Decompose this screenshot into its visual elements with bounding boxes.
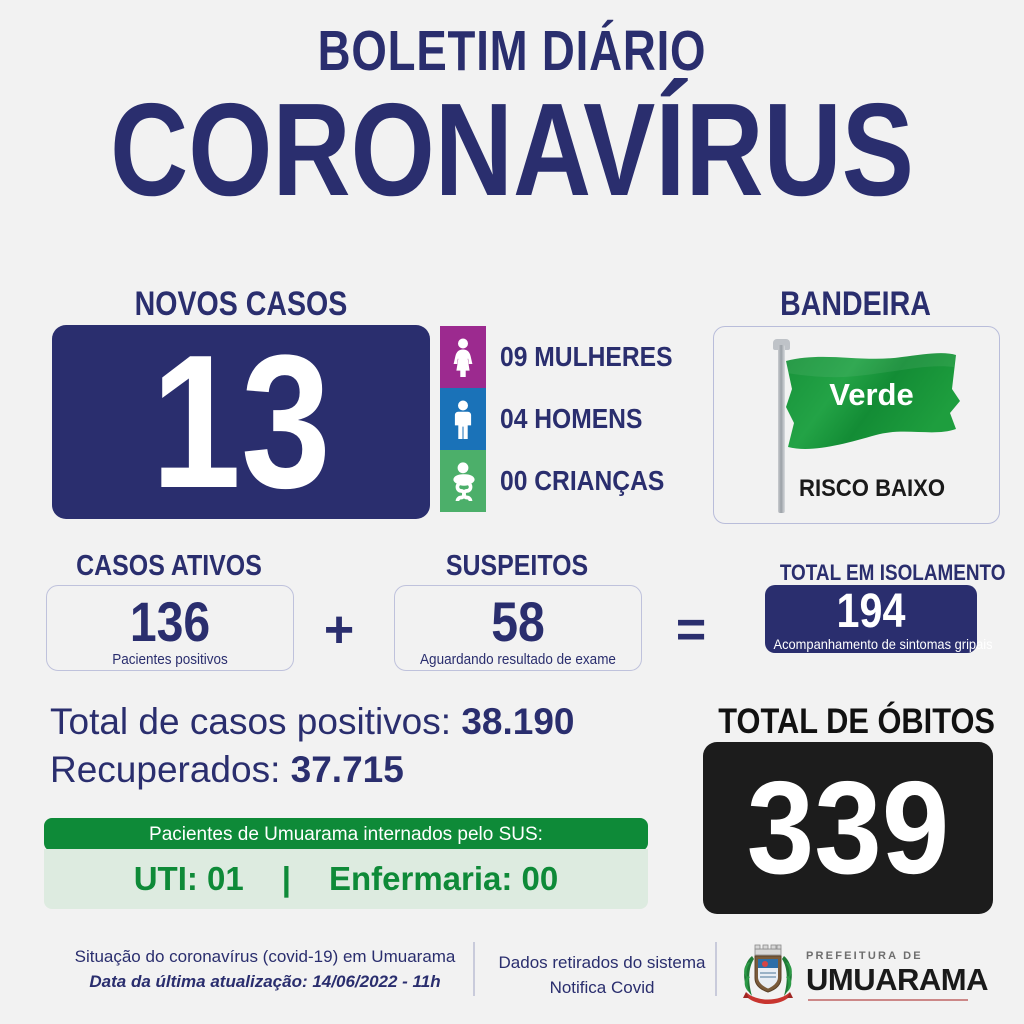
footer-source-line2: Notifica Covid (549, 978, 655, 997)
suspected-card: 58 Aguardando resultado de exame (394, 585, 642, 671)
recovered-label: Recuperados: (50, 749, 281, 790)
page-header: BOLETIM DIÁRIO CORONAVÍRUS (0, 19, 1024, 223)
header-subtitle: BOLETIM DIÁRIO (317, 19, 707, 83)
flag-risk-text: RISCO BAIXO (799, 475, 945, 502)
totals-block: Total de casos positivos: 38.190 Recuper… (50, 698, 575, 794)
breakdown-label-women: 09 MULHERES (500, 341, 673, 372)
recovered-line: Recuperados: 37.715 (50, 746, 575, 794)
footer-update-date: Data da última atualização: 14/06/2022 -… (89, 972, 441, 991)
sus-hospitalization-box: Pacientes de Umuarama internados pelo SU… (44, 818, 648, 909)
plus-operator: + (323, 601, 355, 659)
sus-header: Pacientes de Umuarama internados pelo SU… (44, 818, 648, 851)
equals-operator: = (675, 601, 707, 659)
flag-pole (778, 345, 785, 513)
stats-row: CASOS ATIVOS 136 Pacientes positivos + S… (0, 548, 1024, 678)
suspected-caption: Aguardando resultado de exame (420, 651, 616, 668)
new-cases-box: 13 (52, 325, 430, 519)
flag-pole-cap (773, 339, 790, 350)
recovered-value: 37.715 (290, 749, 404, 790)
breakdown-row-children: 00 CRIANÇAS (440, 450, 690, 512)
deaths-label: TOTAL DE ÓBITOS (718, 702, 995, 741)
deaths-box: 339 (703, 742, 993, 914)
active-cases-card: 136 Pacientes positivos (46, 585, 294, 671)
flag-box: Verde RISCO BAIXO (713, 326, 1000, 524)
icu-value: UTI: 01 (133, 860, 244, 897)
logo-city: UMUARAMA (806, 962, 988, 997)
sus-body: UTI: 01 | Enfermaria: 00 (44, 849, 648, 909)
green-flag-icon (784, 349, 964, 461)
female-icon (440, 326, 486, 388)
isolation-card: 194 Acompanhamento de sintomas gripais (765, 585, 993, 653)
coat-of-arms-icon (743, 944, 793, 1004)
isolation-caption: Acompanhamento de sintomas gripais (773, 636, 993, 652)
male-icon (440, 388, 486, 450)
page-title: CORONAVÍRUS (110, 76, 914, 223)
active-cases-caption: Pacientes positivos (112, 651, 228, 668)
logo-underline (808, 999, 968, 1001)
flag-label: BANDEIRA (780, 285, 931, 323)
new-cases-value: 13 (151, 316, 331, 528)
sus-separator: | (281, 860, 291, 897)
total-positive-value: 38.190 (461, 701, 575, 742)
total-positive-line: Total de casos positivos: 38.190 (50, 698, 575, 746)
breakdown-label-men: 04 HOMENS (500, 403, 643, 434)
suspected-value: 58 (491, 590, 545, 653)
deaths-value: 339 (746, 754, 950, 901)
footer-situation-line1: Situação do coronavírus (covid-19) em Um… (74, 947, 456, 966)
total-positive-label: Total de casos positivos: (50, 701, 452, 742)
active-cases-value: 136 (129, 590, 211, 653)
footer-source-line1: Dados retirados do sistema (498, 953, 706, 972)
prefeitura-logo: PREFEITURA DE UMUARAMA (738, 942, 988, 1008)
breakdown-label-children: 00 CRIANÇAS (500, 465, 665, 496)
flag-color-name: Verde (829, 377, 914, 412)
new-cases-breakdown: 09 MULHERES 04 HOMENS 00 CRIANÇAS (440, 326, 690, 512)
active-cases-label: CASOS ATIVOS (76, 550, 262, 582)
isolation-value: 194 (836, 585, 906, 638)
ward-value: Enfermaria: 00 (328, 860, 559, 897)
isolation-label: TOTAL EM ISOLAMENTO (779, 560, 1006, 585)
suspected-label: SUSPEITOS (445, 550, 589, 582)
footer-source: Dados retirados do sistema Notifica Covi… (492, 950, 712, 1000)
logo-prefix: PREFEITURA DE (806, 950, 923, 962)
footer-divider-2 (715, 942, 717, 996)
breakdown-row-men: 04 HOMENS (440, 388, 690, 450)
footer-situation: Situação do coronavírus (covid-19) em Um… (70, 944, 460, 994)
new-cases-label: NOVOS CASOS (134, 285, 348, 323)
baby-icon (440, 450, 486, 512)
breakdown-row-women: 09 MULHERES (440, 326, 690, 388)
logo-text: PREFEITURA DE UMUARAMA (806, 950, 988, 997)
footer-divider-1 (473, 942, 475, 996)
footer: Situação do coronavírus (covid-19) em Um… (0, 938, 1024, 1018)
